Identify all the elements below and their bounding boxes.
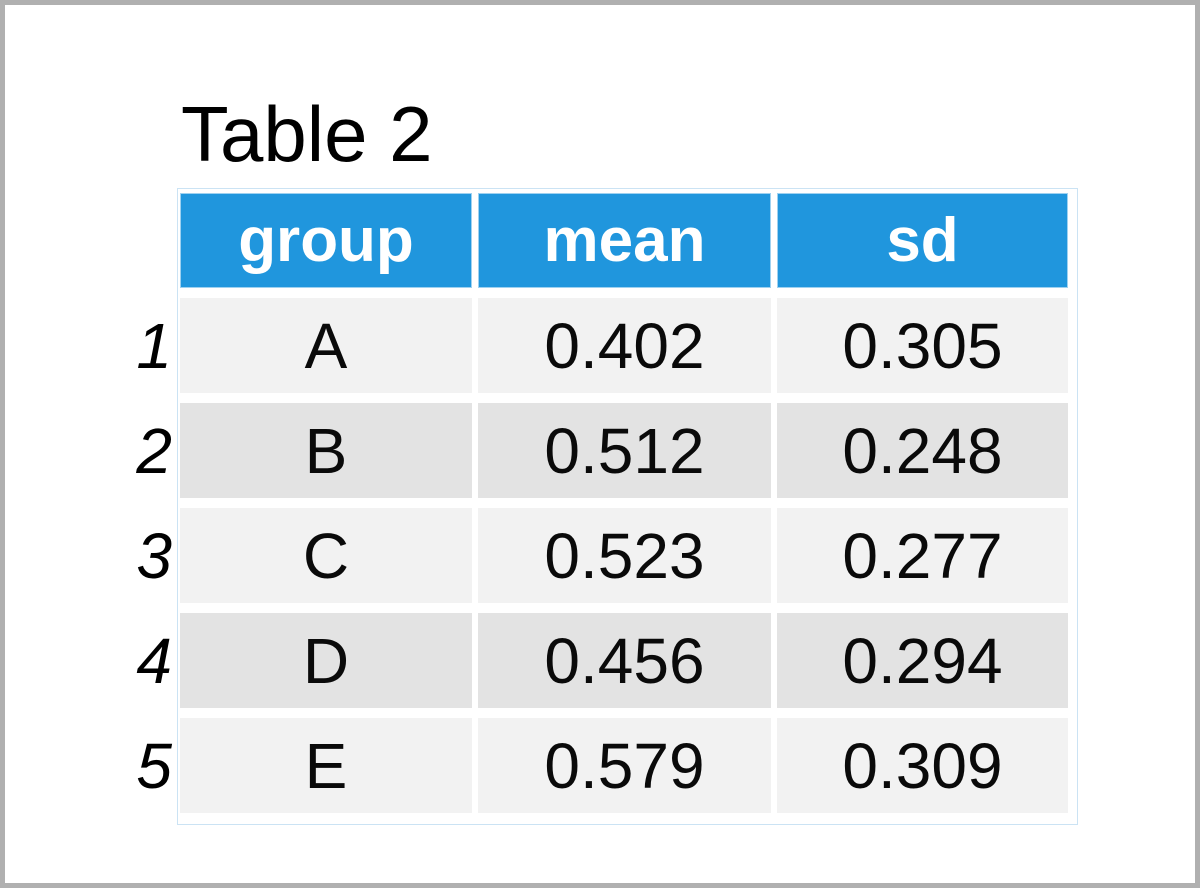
cell-mean: 0.512 <box>478 403 771 498</box>
cell-mean: 0.456 <box>478 613 771 708</box>
cell-mean: 0.579 <box>478 718 771 813</box>
page-content: Table 2 group mean sd 1 A 0.402 0.305 2 … <box>5 5 1195 883</box>
cell-sd: 0.294 <box>777 613 1068 708</box>
cell-group: D <box>180 613 472 708</box>
row-index: 1 <box>136 309 172 382</box>
page-title: Table 2 <box>181 90 433 178</box>
cell-sd: 0.277 <box>777 508 1068 603</box>
row-index: 5 <box>136 729 172 802</box>
cell-group: C <box>180 508 472 603</box>
column-header-mean: mean <box>478 193 771 288</box>
corner-spacer <box>5 193 174 288</box>
row-index: 4 <box>136 624 172 697</box>
data-table: group mean sd 1 A 0.402 0.305 2 B 0.512 … <box>5 193 1068 813</box>
cell-sd: 0.305 <box>777 298 1068 393</box>
row-index: 3 <box>136 519 172 592</box>
column-header-group: group <box>180 193 472 288</box>
cell-group: E <box>180 718 472 813</box>
cell-mean: 0.402 <box>478 298 771 393</box>
cell-sd: 0.248 <box>777 403 1068 498</box>
cell-sd: 0.309 <box>777 718 1068 813</box>
column-header-sd: sd <box>777 193 1068 288</box>
cell-mean: 0.523 <box>478 508 771 603</box>
cell-group: A <box>180 298 472 393</box>
row-index: 2 <box>136 414 172 487</box>
cell-group: B <box>180 403 472 498</box>
